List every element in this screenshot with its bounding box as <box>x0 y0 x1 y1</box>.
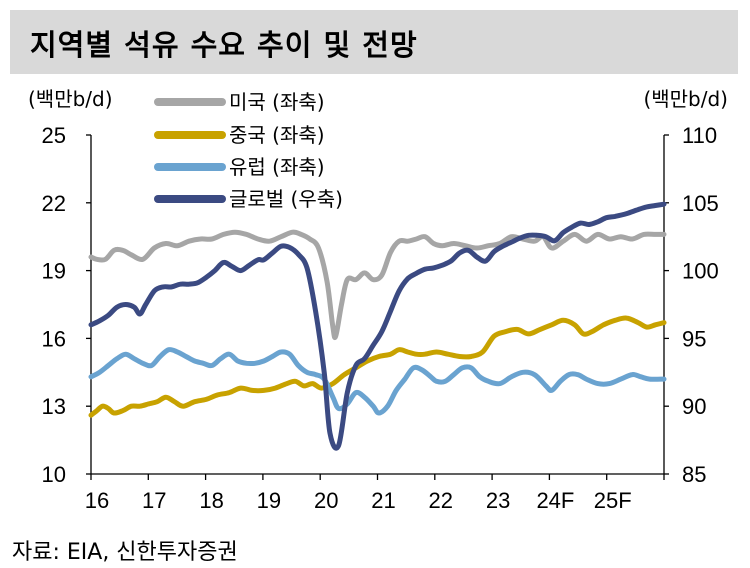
series-line-europe <box>88 347 667 416</box>
x-tick-label: 16 <box>85 488 109 513</box>
x-tick-label: 23 <box>486 488 510 513</box>
right-tick-label: 100 <box>682 259 719 284</box>
series-line-us <box>88 229 667 341</box>
right-tick-label: 95 <box>682 326 706 351</box>
x-tick-label: 22 <box>429 488 453 513</box>
source-note: 자료: EIA, 신한투자증권 <box>12 540 238 565</box>
left-tick-label: 13 <box>42 394 66 419</box>
x-tick-label: 17 <box>142 488 166 513</box>
series-lines <box>88 201 667 451</box>
legend-label-global: 글로벌 (우축) <box>229 187 343 211</box>
legend-label-china: 중국 (좌축) <box>229 123 325 147</box>
x-tick-label: 18 <box>199 488 223 513</box>
title-bar: 지역별 석유 수요 추이 및 전망 <box>10 10 738 74</box>
right-tick-label: 85 <box>682 462 706 487</box>
left-tick-label: 19 <box>42 259 66 284</box>
x-tick-label: 25F <box>594 488 632 513</box>
x-tick-label: 21 <box>371 488 395 513</box>
left-tick-label: 22 <box>42 191 66 216</box>
right-axis-unit: (백만b/d) <box>643 87 728 111</box>
left-tick-label: 10 <box>42 462 66 487</box>
right-tick-label: 105 <box>682 191 719 216</box>
right-tick-label: 110 <box>682 123 717 148</box>
right-tick-label: 90 <box>682 394 706 419</box>
left-tick-label: 25 <box>42 123 66 148</box>
series-line-global <box>88 201 667 451</box>
left-tick-label: 16 <box>42 326 66 351</box>
axes: 25 22 19 16 13 10 110 105 100 95 90 85 16 17 18 19 20 21 2… <box>28 87 728 513</box>
chart-title: 지역별 석유 수요 추이 및 전망 <box>30 28 418 62</box>
x-tick-label: 24F <box>536 488 574 513</box>
x-tick-label: 19 <box>257 488 281 513</box>
legend-label-europe: 유럽 (좌축) <box>229 155 325 179</box>
legend: 미국 (좌축) 중국 (좌축) 유럽 (좌축) 글로벌 (우축) <box>154 90 343 211</box>
series-line-china <box>88 315 667 418</box>
left-axis-unit: (백만b/d) <box>28 87 113 111</box>
legend-label-us: 미국 (좌축) <box>229 90 325 114</box>
x-tick-label: 20 <box>314 488 338 513</box>
